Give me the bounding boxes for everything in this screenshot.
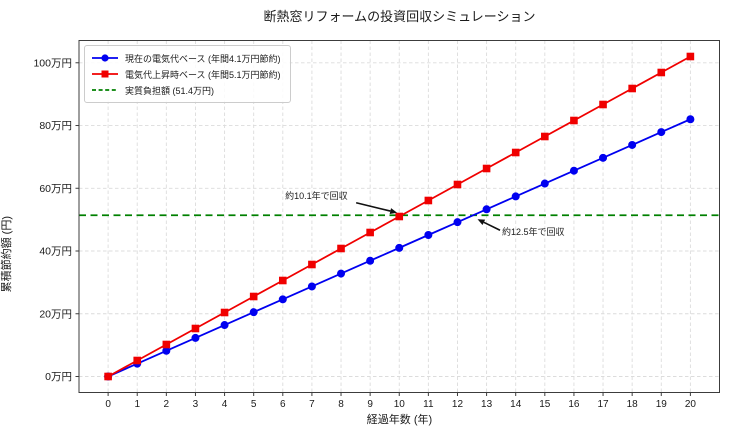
data-point-circle — [657, 128, 666, 137]
x-tick-label: 16 — [568, 399, 580, 410]
annotation-text: 約10.1年で回収 — [285, 190, 348, 201]
data-point-square — [191, 324, 200, 333]
x-tick-label: 11 — [423, 399, 434, 410]
annotation-arrowhead — [389, 208, 398, 215]
y-tick-label: 100万円 — [33, 57, 72, 69]
annotation-arrow — [355, 201, 391, 212]
data-point-square — [395, 212, 404, 221]
x-tick-label: 4 — [222, 399, 228, 410]
data-point-circle — [511, 192, 520, 201]
legend-label: 現在の電気代ベース (年間4.1万円節約) — [125, 53, 281, 64]
x-tick-label: 1 — [134, 399, 140, 410]
y-tick-label: 40万円 — [39, 246, 72, 258]
x-tick-label: 3 — [193, 399, 199, 410]
data-point-square — [453, 180, 462, 189]
x-tick-label: 2 — [164, 399, 170, 410]
data-point-square — [337, 244, 345, 253]
data-point-circle — [540, 179, 549, 188]
legend-sample-dashed-icon — [92, 89, 118, 91]
x-tick-label: 19 — [656, 399, 668, 410]
legend-item-0: 現在の電気代ベース (年間4.1万円節約) — [92, 50, 281, 66]
x-tick-label: 12 — [452, 399, 464, 410]
data-point-circle — [686, 115, 695, 124]
data-point-square — [599, 100, 607, 109]
annotation-arrow — [483, 221, 501, 231]
data-point-square — [541, 132, 549, 141]
legend-item-1: 電気代上昇時ベース (年間5.1万円節約) — [92, 66, 281, 82]
data-point-circle — [249, 308, 258, 317]
data-point-square — [628, 84, 636, 93]
y-axis-label-text: 累積節約額 (円) — [1, 215, 13, 293]
x-tick-label: 20 — [685, 399, 697, 410]
data-point-circle — [424, 231, 433, 240]
data-point-square — [162, 340, 171, 349]
data-point-circle — [628, 140, 637, 149]
x-tick-label: 7 — [309, 399, 315, 410]
legend-sample-circle-icon — [92, 54, 118, 62]
data-point-circle — [395, 243, 404, 252]
y-tick-label: 20万円 — [39, 308, 72, 320]
data-point-circle — [220, 321, 229, 330]
data-point-square — [133, 356, 142, 365]
x-tick-label: 6 — [280, 399, 286, 410]
legend-label: 電気代上昇時ベース (年間5.1万円節約) — [125, 69, 281, 80]
x-tick-label: 5 — [251, 399, 257, 410]
data-point-square — [657, 68, 666, 77]
data-point-circle — [162, 346, 171, 355]
x-axis-label: 経過年数 (年) — [366, 414, 433, 426]
data-point-circle — [453, 218, 462, 227]
x-tick-label: 8 — [338, 399, 344, 410]
legend: 現在の電気代ベース (年間4.1万円節約) 電気代上昇時ベース (年間5.1万円節… — [84, 45, 291, 103]
data-point-circle — [337, 269, 346, 278]
data-point-circle — [569, 166, 578, 175]
data-point-circle — [482, 205, 491, 214]
data-point-square — [366, 228, 374, 237]
y-tick-label: 0万円 — [45, 371, 72, 383]
data-point-square — [424, 196, 433, 205]
legend-item-2: 実質負担額 (51.4万円) — [92, 82, 281, 98]
x-tick-label: 0 — [105, 399, 111, 410]
annotation-arrowhead — [477, 219, 486, 226]
chart-title: 断熱窓リフォームの投資回収シミュレーション — [263, 9, 536, 24]
data-point-square — [308, 260, 316, 269]
data-point-square — [278, 276, 287, 285]
data-point-circle — [366, 256, 375, 265]
data-point-square — [104, 372, 112, 381]
data-point-square — [511, 148, 520, 157]
annotation-text: 約12.5年で回収 — [502, 226, 565, 237]
x-tick-label: 13 — [481, 399, 493, 410]
legend-label: 実質負担額 (51.4万円) — [125, 85, 215, 96]
data-point-circle — [191, 333, 200, 342]
x-tick-label: 18 — [627, 399, 639, 410]
data-point-square — [249, 292, 258, 301]
data-point-square — [570, 116, 578, 125]
data-point-square — [482, 164, 491, 173]
x-tick-label: 10 — [394, 399, 406, 410]
x-tick-label: 15 — [539, 399, 551, 410]
x-tick-label: 14 — [510, 399, 522, 410]
data-point-circle — [278, 295, 287, 304]
x-tick-label: 9 — [367, 399, 373, 410]
legend-sample-square-icon — [92, 70, 118, 78]
data-point-circle — [599, 153, 608, 162]
y-tick-label: 80万円 — [39, 120, 72, 132]
y-tick-label: 60万円 — [39, 183, 72, 195]
data-point-circle — [307, 282, 316, 291]
x-tick-label: 17 — [597, 399, 609, 410]
data-point-square — [220, 308, 229, 317]
data-point-square — [686, 52, 695, 61]
